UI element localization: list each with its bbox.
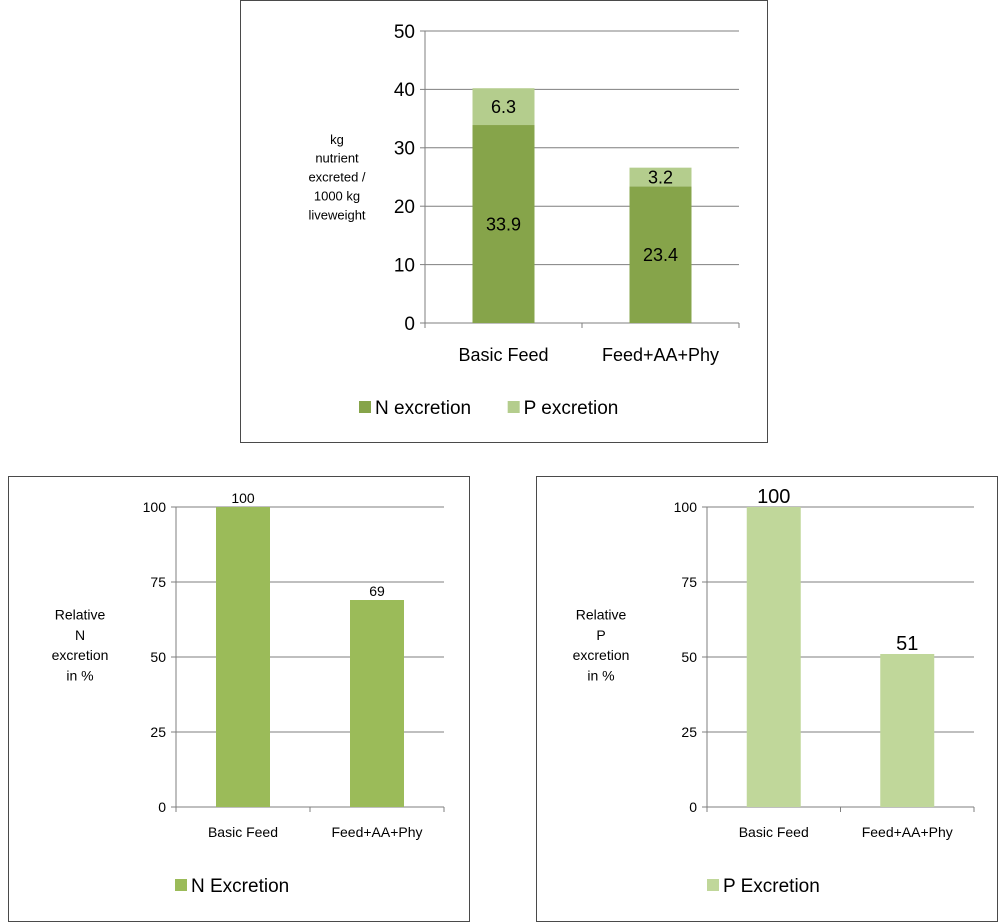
y-axis-label-line: nutrient: [315, 151, 359, 166]
y-tick-label: 30: [394, 139, 415, 160]
chart-panel-stacked: 0 10 20 30 40 50 33.9 6.3 Basic Feed 23.4 3.2 Feed+…: [240, 0, 768, 443]
y-axis-label-line: in %: [587, 667, 614, 683]
legend-swatch: [359, 401, 371, 413]
y-axis-label-line: kg: [330, 132, 344, 147]
bar: [472, 125, 535, 323]
x-tick-label: Basic Feed: [739, 824, 809, 840]
y-axis-label-line: Relative: [576, 606, 627, 622]
bar: [350, 600, 404, 807]
p-excretion-chart: 0 25 50 75 100 100 Basic Feed 51 Feed+AA+Phy Rela…: [573, 486, 975, 897]
data-label: 23.4: [643, 245, 678, 265]
y-axis-label-line: P: [596, 627, 605, 643]
y-tick-label: 75: [150, 574, 166, 590]
y-tick-label: 75: [681, 574, 697, 590]
x-tick-label: Basic Feed: [208, 824, 278, 840]
data-label: 100: [757, 486, 790, 508]
bar: [880, 654, 935, 807]
data-label: 69: [369, 583, 385, 599]
legend-label: P Excretion: [723, 876, 820, 897]
y-tick-label: 0: [689, 799, 697, 815]
y-tick-label: 100: [674, 499, 698, 515]
y-tick-label: 50: [150, 649, 166, 665]
legend-label: N Excretion: [191, 876, 289, 897]
legend-label: P excretion: [524, 398, 619, 419]
y-axis-label-line: 1000 kg: [314, 188, 360, 203]
y-tick-label: 25: [150, 724, 166, 740]
bar: [472, 88, 535, 126]
legend-swatch: [507, 401, 520, 413]
stacked-bar-chart: 0 10 20 30 40 50 33.9 6.3 Basic Feed 23.4 3.2 Feed+…: [308, 22, 740, 419]
legend-swatch: [175, 879, 187, 891]
y-tick-label: 100: [143, 499, 167, 515]
data-label: 3.2: [648, 167, 673, 187]
y-tick-label: 0: [158, 799, 166, 815]
chart-panel-n: 0 25 50 75 100 100 Basic Feed 69 Feed+AA+Phy Rela…: [8, 476, 470, 922]
data-label: 51: [896, 633, 918, 655]
x-tick-label: Basic Feed: [458, 345, 548, 365]
y-axis-label-line: excretion: [52, 647, 109, 663]
y-axis-label-line: N: [75, 627, 85, 643]
x-tick-label: Feed+AA+Phy: [331, 824, 422, 840]
y-tick-label: 0: [404, 314, 415, 335]
y-tick-label: 50: [681, 649, 697, 665]
y-tick-label: 10: [394, 255, 415, 276]
y-tick-label: 40: [394, 80, 415, 101]
n-excretion-chart: 0 25 50 75 100 100 Basic Feed 69 Feed+AA+Phy Rela…: [52, 490, 445, 897]
x-tick-label: Feed+AA+Phy: [862, 824, 953, 840]
bar: [216, 507, 270, 807]
data-label: 6.3: [491, 97, 516, 117]
y-tick-label: 25: [681, 724, 697, 740]
data-label: 100: [231, 490, 255, 506]
y-tick-label: 50: [394, 22, 415, 43]
legend-label: N excretion: [375, 398, 471, 419]
y-axis-label-line: Relative: [55, 606, 106, 622]
chart-panel-p: 0 25 50 75 100 100 Basic Feed 51 Feed+AA+Phy Rela…: [536, 476, 998, 922]
bar: [629, 186, 692, 323]
x-tick-label: Feed+AA+Phy: [602, 345, 719, 365]
y-axis-label-line: liveweight: [308, 207, 365, 222]
data-label: 33.9: [486, 214, 521, 234]
y-tick-label: 20: [394, 197, 415, 218]
y-axis-label-line: excreted /: [308, 170, 365, 185]
legend-swatch: [707, 879, 719, 891]
y-axis-label-line: excretion: [573, 647, 630, 663]
bar: [629, 167, 692, 187]
y-axis-label-line: in %: [66, 667, 93, 683]
bar: [746, 507, 801, 807]
